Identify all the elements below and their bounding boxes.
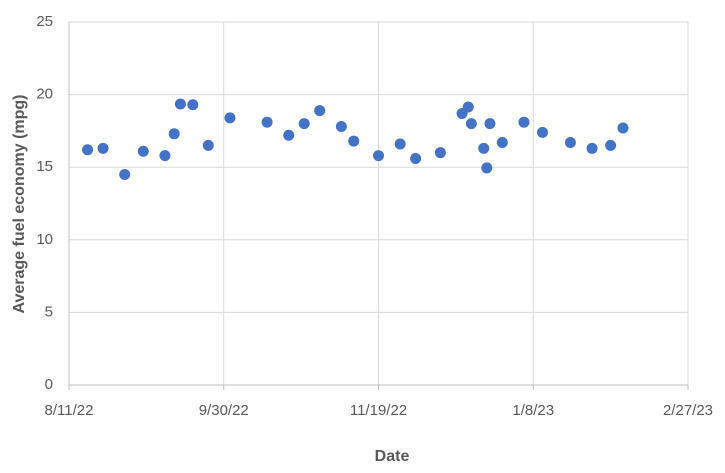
y-tick-label: 20 bbox=[36, 86, 53, 103]
point bbox=[224, 112, 236, 124]
point bbox=[537, 126, 549, 138]
point bbox=[373, 150, 384, 162]
point bbox=[586, 142, 598, 154]
point bbox=[434, 147, 446, 159]
point bbox=[617, 122, 629, 134]
point bbox=[348, 135, 360, 147]
point bbox=[465, 118, 477, 130]
point bbox=[484, 118, 496, 130]
x-tick-label: 9/30/22 bbox=[199, 402, 249, 419]
x-axis-title: Date bbox=[375, 448, 410, 465]
point bbox=[82, 144, 94, 156]
point bbox=[335, 121, 347, 133]
point bbox=[168, 128, 180, 140]
point bbox=[481, 162, 493, 174]
point bbox=[462, 101, 474, 113]
x-tick-label: 2/27/23 bbox=[663, 402, 713, 419]
point bbox=[283, 129, 295, 141]
point bbox=[496, 137, 508, 149]
x-tick-label: 1/8/23 bbox=[512, 402, 554, 419]
point bbox=[119, 168, 131, 180]
x-tick-label: 11/19/22 bbox=[350, 402, 407, 419]
point bbox=[605, 139, 617, 151]
point bbox=[159, 150, 171, 162]
y-tick-label: 0 bbox=[45, 376, 53, 393]
point bbox=[137, 145, 149, 157]
point bbox=[394, 138, 406, 150]
x-tick-label: 8/11/22 bbox=[45, 402, 94, 419]
point bbox=[97, 142, 109, 154]
point bbox=[518, 116, 530, 128]
point bbox=[187, 99, 199, 111]
y-axis-title: Average fuel economy (mpg) bbox=[11, 94, 28, 313]
point bbox=[202, 139, 214, 151]
point bbox=[174, 98, 186, 110]
y-tick-label: 10 bbox=[36, 231, 53, 248]
y-tick-label: 5 bbox=[45, 303, 53, 320]
point bbox=[314, 105, 326, 117]
y-tick-label: 25 bbox=[36, 13, 53, 30]
point bbox=[298, 118, 310, 130]
point bbox=[261, 116, 273, 128]
y-tick-label: 15 bbox=[36, 158, 53, 175]
point bbox=[478, 142, 490, 154]
point bbox=[564, 137, 576, 149]
point bbox=[410, 152, 422, 164]
